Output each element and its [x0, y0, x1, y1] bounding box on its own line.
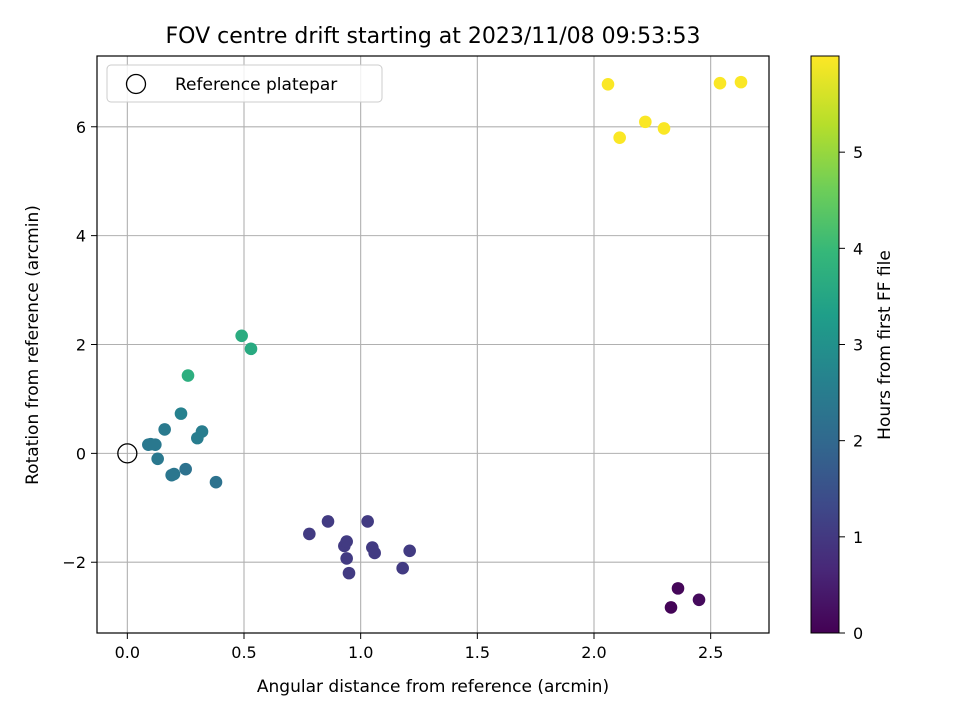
x-tick-label: 1.5 [465, 643, 490, 662]
scatter-point [342, 566, 356, 580]
scatter-point [167, 467, 181, 481]
x-tick-label: 1.0 [348, 643, 373, 662]
colorbar-tick-label: 1 [853, 528, 863, 547]
scatter-point [361, 515, 374, 528]
colorbar-tick-label: 3 [853, 336, 863, 355]
colorbar-tick-label: 4 [853, 239, 863, 258]
scatter-point [174, 407, 188, 420]
legend-reference-marker [125, 73, 147, 95]
scatter-point [368, 546, 381, 560]
points-layer [117, 75, 748, 614]
y-tick-label: 2 [76, 336, 86, 355]
y-axis-label: Rotation from reference (arcmin) [23, 205, 43, 485]
x-tick-label: 2.0 [581, 643, 606, 662]
reference-platepar-marker [117, 443, 138, 464]
colorbar-tick-label: 0 [853, 624, 863, 643]
x-ticks: 0.0 0.5 1.0 1.5 2.0 2.5 [115, 633, 723, 662]
scatter-point [613, 131, 626, 144]
scatter-point [340, 552, 353, 565]
scatter-point [144, 437, 157, 451]
scatter-point [396, 561, 409, 575]
legend-box [106, 64, 383, 103]
scatter-point [639, 115, 652, 129]
scatter-point [713, 76, 727, 90]
x-tick-label: 0.5 [231, 643, 256, 662]
scatter-point [671, 582, 685, 595]
scatter-point [181, 369, 195, 382]
y-tick-label: −2 [62, 553, 86, 572]
colorbar-label: Hours from first FF file [875, 250, 895, 440]
scatter-point [151, 452, 164, 466]
scatter-point [179, 462, 192, 476]
colorbar: 0 1 2 3 4 5 Hours from first FF file [810, 55, 895, 643]
scatter-point [209, 475, 223, 489]
scatter-point [692, 593, 706, 607]
scatter-point [601, 78, 615, 91]
scatter-point [340, 535, 353, 548]
chart-title: FOV centre drift starting at 2023/11/08 … [166, 24, 701, 49]
scatter-point [734, 75, 748, 89]
grid-layer [97, 56, 769, 633]
scatter-point [657, 122, 671, 135]
legend: Reference platepar [106, 64, 383, 103]
colorbar-gradient [810, 55, 840, 634]
scatter-point [235, 329, 248, 343]
y-tick-label: 4 [76, 227, 86, 246]
x-axis-label: Angular distance from reference (arcmin) [257, 677, 609, 697]
scatter-point [303, 527, 316, 541]
legend-entry-reference: Reference platepar [175, 75, 337, 95]
y-tick-label: 6 [76, 118, 86, 137]
scatter-point [403, 544, 416, 558]
scatter-point [195, 425, 209, 438]
y-tick-label: 0 [76, 444, 86, 463]
y-ticks: −2 0 2 4 6 [62, 118, 97, 572]
scatter-point [158, 423, 171, 436]
colorbar-tick-label: 5 [853, 143, 863, 162]
scatter-point [321, 515, 335, 528]
scatter-point [664, 601, 678, 614]
colorbar-ticks: 0 1 2 3 4 5 [839, 143, 863, 643]
x-tick-label: 2.5 [698, 643, 723, 662]
scatter-point [244, 342, 258, 356]
x-tick-label: 0.0 [115, 643, 140, 662]
colorbar-tick-label: 2 [853, 432, 863, 451]
